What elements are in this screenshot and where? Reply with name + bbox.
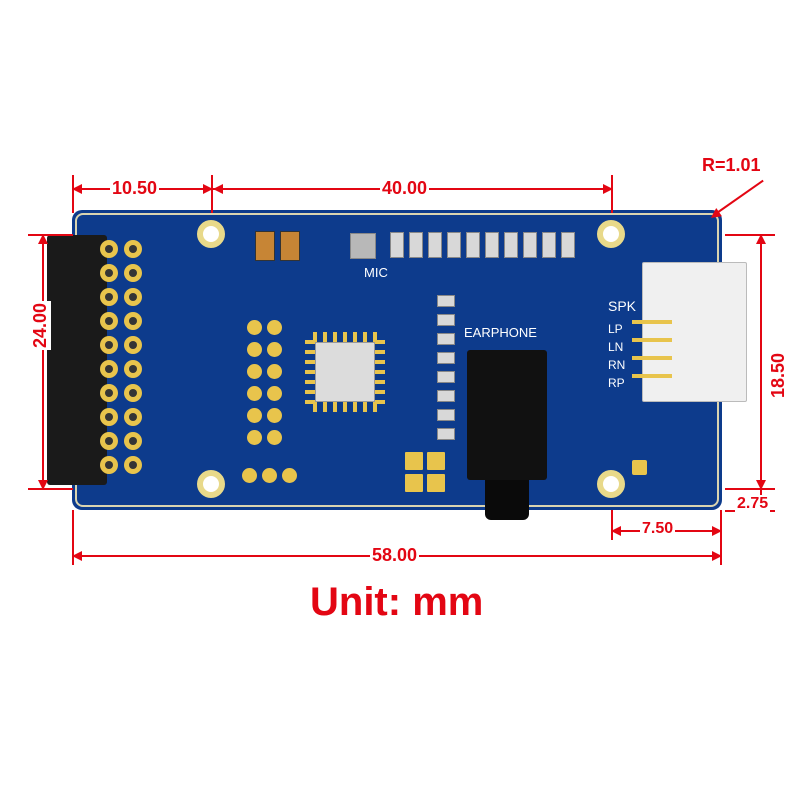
- header-pad: [267, 342, 282, 357]
- pad-br: [632, 460, 647, 475]
- header-pad: [267, 430, 282, 445]
- header-pad: [247, 386, 262, 401]
- mounting-hole-tr: [597, 220, 625, 248]
- gpio-pad: [124, 432, 142, 450]
- small-header: [247, 320, 287, 455]
- audio-jack-opening: [485, 480, 529, 520]
- mounting-hole-bl: [197, 470, 225, 498]
- dim-radius-label: R=1.01: [700, 155, 763, 176]
- dim-24-arrT: [38, 234, 48, 244]
- header-pad: [247, 430, 262, 445]
- gpio-pad: [124, 312, 142, 330]
- header-pad: [247, 364, 262, 379]
- dim-10.50-arrR: [203, 184, 213, 194]
- gpio-pad: [124, 384, 142, 402]
- dim-18.5-tick-b: [725, 488, 775, 490]
- dim-10.50-label: 10.50: [110, 178, 159, 199]
- gpio-pad: [124, 408, 142, 426]
- header-pad: [267, 364, 282, 379]
- mid-smd-col: [437, 295, 455, 445]
- gpio-pad: [100, 240, 118, 258]
- header-pad: [267, 386, 282, 401]
- gpio-pad: [100, 288, 118, 306]
- spk-connector: [642, 262, 747, 402]
- header-pad: [247, 320, 262, 335]
- dim-7.5-arrL: [611, 526, 621, 536]
- dim-18.5-tick-t: [725, 234, 775, 236]
- gpio-pad: [100, 360, 118, 378]
- dim-10.50-arrL: [72, 184, 82, 194]
- gpio-pad: [124, 264, 142, 282]
- earphone-label: EARPHONE: [464, 325, 537, 340]
- gpio-pad: [100, 336, 118, 354]
- gpio-pad: [124, 456, 142, 474]
- header-pad: [267, 408, 282, 423]
- gpio-pad: [100, 264, 118, 282]
- gpio-pad: [124, 288, 142, 306]
- spk-label: SPK: [608, 298, 636, 314]
- dim-40-tick-r: [611, 175, 613, 213]
- gpio-pad: [124, 240, 142, 258]
- pcb-board: MIC EARPHONE SPK LP LN RN RP: [72, 210, 722, 510]
- gpio-pad: [124, 360, 142, 378]
- dim-40-arrR: [603, 184, 613, 194]
- dim-18.5-line: [760, 234, 762, 490]
- mounting-hole-br: [597, 470, 625, 498]
- dim-10.50-tick-r: [211, 175, 213, 213]
- dim-7.5-arrR: [712, 526, 722, 536]
- header-pad: [247, 408, 262, 423]
- dim-58-arrR: [712, 551, 722, 561]
- dim-7.5-label: 7.50: [640, 520, 675, 538]
- dim-24-label: 24.00: [30, 301, 51, 350]
- dim-2.75-label: 2.75: [735, 495, 770, 513]
- dim-58-label: 58.00: [370, 545, 419, 566]
- gpio-pad: [100, 312, 118, 330]
- spk-pin-labels: LP LN RN RP: [608, 320, 625, 392]
- audio-jack: [467, 350, 547, 480]
- gpio-header-silhouette: [47, 235, 107, 485]
- dim-24-tick-b: [28, 488, 73, 490]
- dim-24-line: [42, 234, 44, 490]
- unit-label: Unit: mm: [310, 580, 483, 625]
- diagram-stage: MIC EARPHONE SPK LP LN RN RP: [0, 0, 800, 800]
- dim-10.50-tick-l: [72, 175, 74, 213]
- mounting-hole-tl: [197, 220, 225, 248]
- top-smd-row: [255, 228, 585, 263]
- dim-40-arrL: [213, 184, 223, 194]
- dim-18.5-arrT: [756, 234, 766, 244]
- gpio-pad: [100, 408, 118, 426]
- header-pad: [267, 320, 282, 335]
- dim-18.5-label: 18.50: [768, 351, 789, 400]
- header-pad: [247, 342, 262, 357]
- gpio-pad: [100, 384, 118, 402]
- dim-24-arrB: [38, 480, 48, 490]
- dim-40-label: 40.00: [380, 178, 429, 199]
- gpio-header-pins: [100, 240, 180, 480]
- dim-24-tick-t: [28, 234, 73, 236]
- main-ic: [305, 332, 385, 412]
- gpio-pad: [100, 432, 118, 450]
- gpio-pad: [124, 336, 142, 354]
- mic-label: MIC: [364, 265, 388, 280]
- dim-radius-leader: [713, 180, 763, 216]
- dim-58-arrL: [72, 551, 82, 561]
- gpio-pad: [100, 456, 118, 474]
